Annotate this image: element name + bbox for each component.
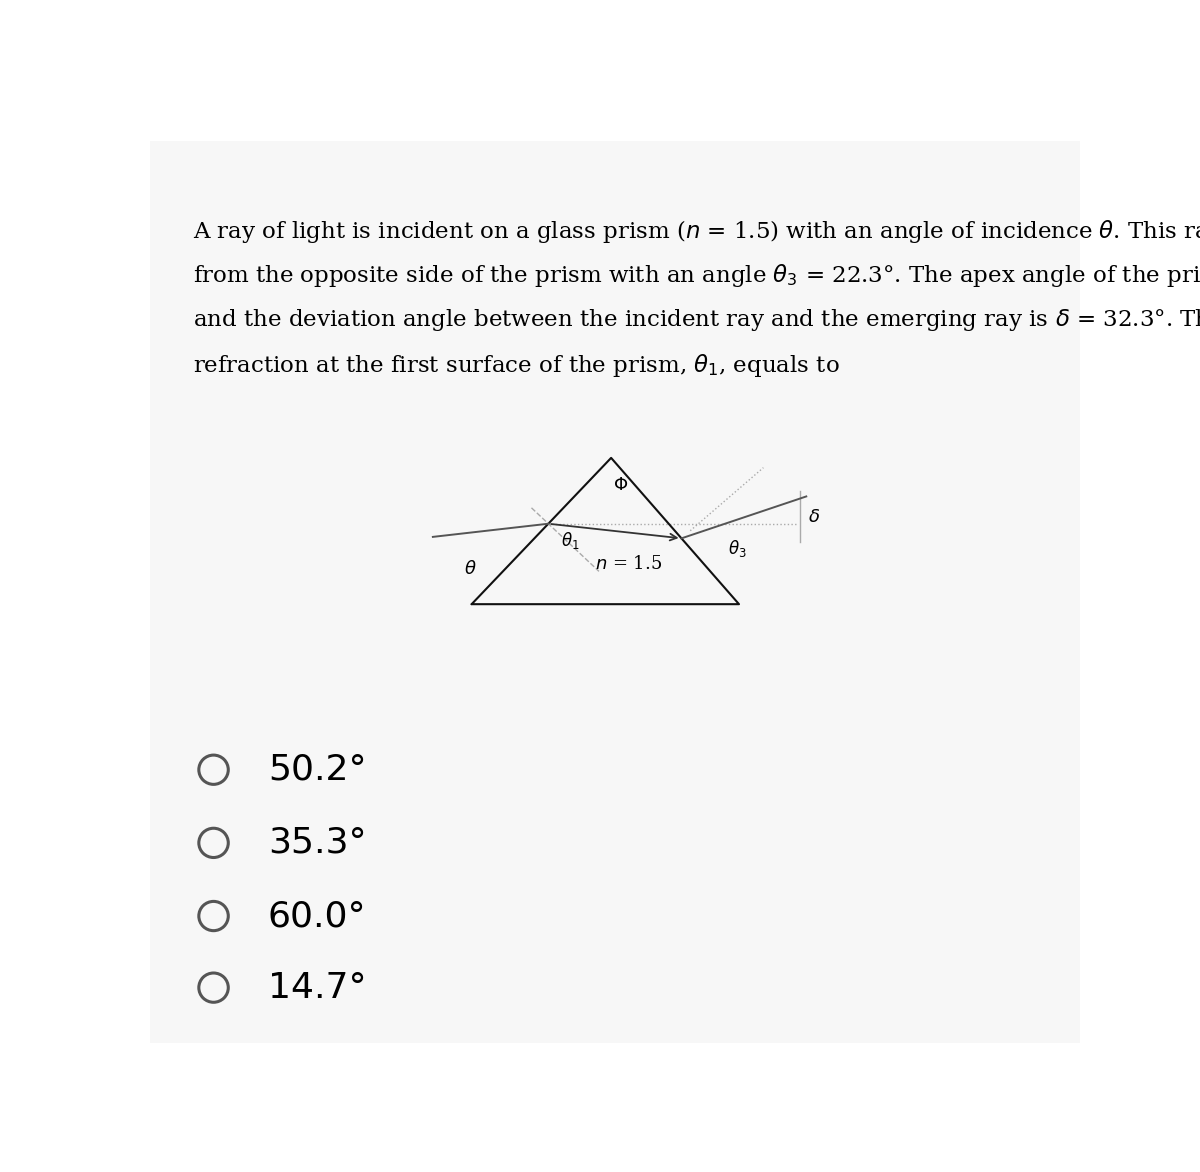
- Text: 35.3°: 35.3°: [268, 826, 366, 860]
- Text: $n$ = 1.5: $n$ = 1.5: [595, 554, 662, 573]
- Text: from the opposite side of the prism with an angle $\theta_3$ = 22.3°. The apex a: from the opposite side of the prism with…: [193, 263, 1200, 289]
- FancyBboxPatch shape: [146, 137, 1084, 1047]
- Text: 60.0°: 60.0°: [268, 899, 366, 933]
- Text: $\Phi$: $\Phi$: [613, 476, 628, 493]
- Text: 50.2°: 50.2°: [268, 752, 366, 786]
- Text: A ray of light is incident on a glass prism ($n$ = 1.5) with an angle of inciden: A ray of light is incident on a glass pr…: [193, 218, 1200, 245]
- Text: $\theta_3$: $\theta_3$: [728, 538, 746, 559]
- Text: $\delta$: $\delta$: [808, 509, 820, 526]
- Text: 14.7°: 14.7°: [268, 970, 366, 1004]
- Text: and the deviation angle between the incident ray and the emerging ray is $\delta: and the deviation angle between the inci…: [193, 307, 1200, 333]
- Text: refraction at the first surface of the prism, $\theta_1$, equals to: refraction at the first surface of the p…: [193, 352, 839, 379]
- Text: $\theta$: $\theta$: [463, 560, 476, 578]
- Text: $\theta_1$: $\theta_1$: [560, 530, 580, 551]
